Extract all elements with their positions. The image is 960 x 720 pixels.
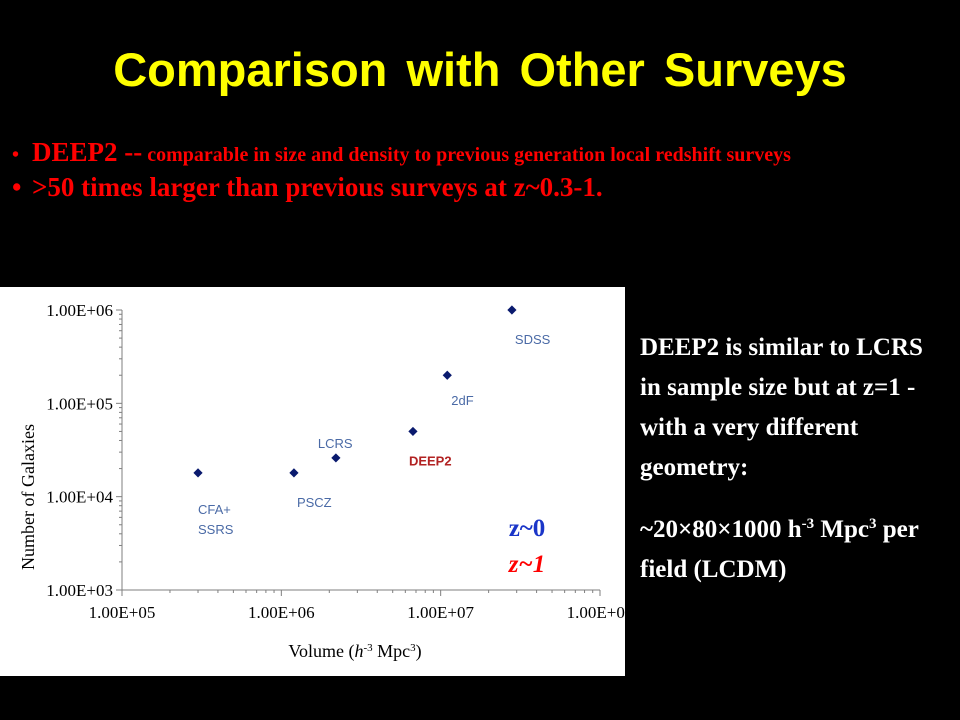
bullet-lead: DEEP2 --	[32, 137, 143, 167]
data-point-marker	[193, 468, 203, 478]
x-axis-label-h: h	[355, 641, 364, 661]
y-tick-label: 1.00E+05	[46, 394, 113, 413]
data-point-marker	[331, 453, 341, 463]
data-point-marker	[507, 305, 517, 315]
side-text-line1: DEEP2 is similar to LCRS in sample size …	[640, 334, 923, 481]
bullet-marker: •	[12, 172, 22, 203]
y-tick-label: 1.00E+06	[46, 301, 113, 320]
side-text-line2-sup1: -3	[801, 516, 815, 532]
data-point-label: LCRS	[318, 436, 353, 451]
x-tick-label: 1.00E+06	[248, 603, 315, 622]
data-point-label: SSRS	[198, 522, 234, 537]
bullet-text: >50 times larger than previous surveys a…	[32, 172, 603, 203]
data-point-marker	[289, 468, 299, 478]
x-axis-label-mid: Mpc	[373, 641, 411, 661]
side-description: DEEP2 is similar to LCRS in sample size …	[640, 328, 945, 590]
side-text-line2-mid: Mpc	[814, 516, 870, 543]
data-point-label: 2dF	[451, 393, 473, 408]
bullet-item-deep2: • DEEP2 -- comparable in size and density…	[12, 136, 942, 168]
chart-panel: 1.00E+03 1.00E+04 1.00E+05 1.00E+06 1.00E+05…	[0, 287, 625, 676]
chart-axes: 1.00E+03 1.00E+04 1.00E+05 1.00E+06 1.00E+05…	[46, 301, 625, 622]
x-tick-label: 1.00E+07	[407, 603, 474, 622]
bullet-rest: comparable in size and density to previo…	[142, 144, 791, 166]
y-tick-label: 1.00E+04	[46, 488, 113, 507]
side-text-line2-end: per field (LCDM)	[640, 516, 919, 583]
data-point-marker	[408, 426, 418, 437]
data-point-marker	[442, 370, 452, 380]
slide-title: Comparison with Other Surveys	[113, 43, 847, 96]
x-axis-label: Volume (h-3 Mpc3)	[288, 641, 421, 662]
x-axis-label-sup2: 3	[410, 642, 416, 654]
y-axis-label: Number of Galaxies	[18, 424, 38, 570]
bullet-marker: •	[12, 144, 20, 166]
annotation-z0: z~0	[509, 515, 546, 542]
side-text-line2: ~20×80×1000 h-3 Mpc3 per field (LCDM)	[640, 510, 945, 590]
bullet-item-larger: • >50 times larger than previous surveys …	[12, 171, 942, 203]
x-axis-label-start: Volume (	[288, 641, 354, 662]
x-axis-label-sup1: -3	[364, 642, 374, 654]
x-tick-label: 1.00E+08	[567, 603, 625, 622]
scatter-chart: 1.00E+03 1.00E+04 1.00E+05 1.00E+06 1.00E+05…	[18, 301, 625, 662]
data-point-label: SDSS	[515, 332, 551, 347]
data-point-label: PSCZ	[297, 495, 332, 510]
data-point-label: DEEP2	[409, 453, 452, 468]
side-text-line2-start: ~20×80×1000 h	[640, 516, 802, 543]
data-point-label: CFA+	[198, 502, 231, 517]
bullet-list: • DEEP2 -- comparable in size and density…	[12, 136, 942, 204]
annotation-z1: z~1	[508, 551, 545, 578]
chart-points: CFA+ SSRS PSCZ LCRS DEEP2 2dF SDSS	[193, 305, 551, 537]
y-tick-label: 1.00E+03	[46, 581, 113, 600]
x-axis-label-end: )	[416, 641, 422, 662]
side-text-line2-sup2: 3	[869, 516, 877, 532]
x-tick-label: 1.00E+05	[89, 603, 156, 622]
